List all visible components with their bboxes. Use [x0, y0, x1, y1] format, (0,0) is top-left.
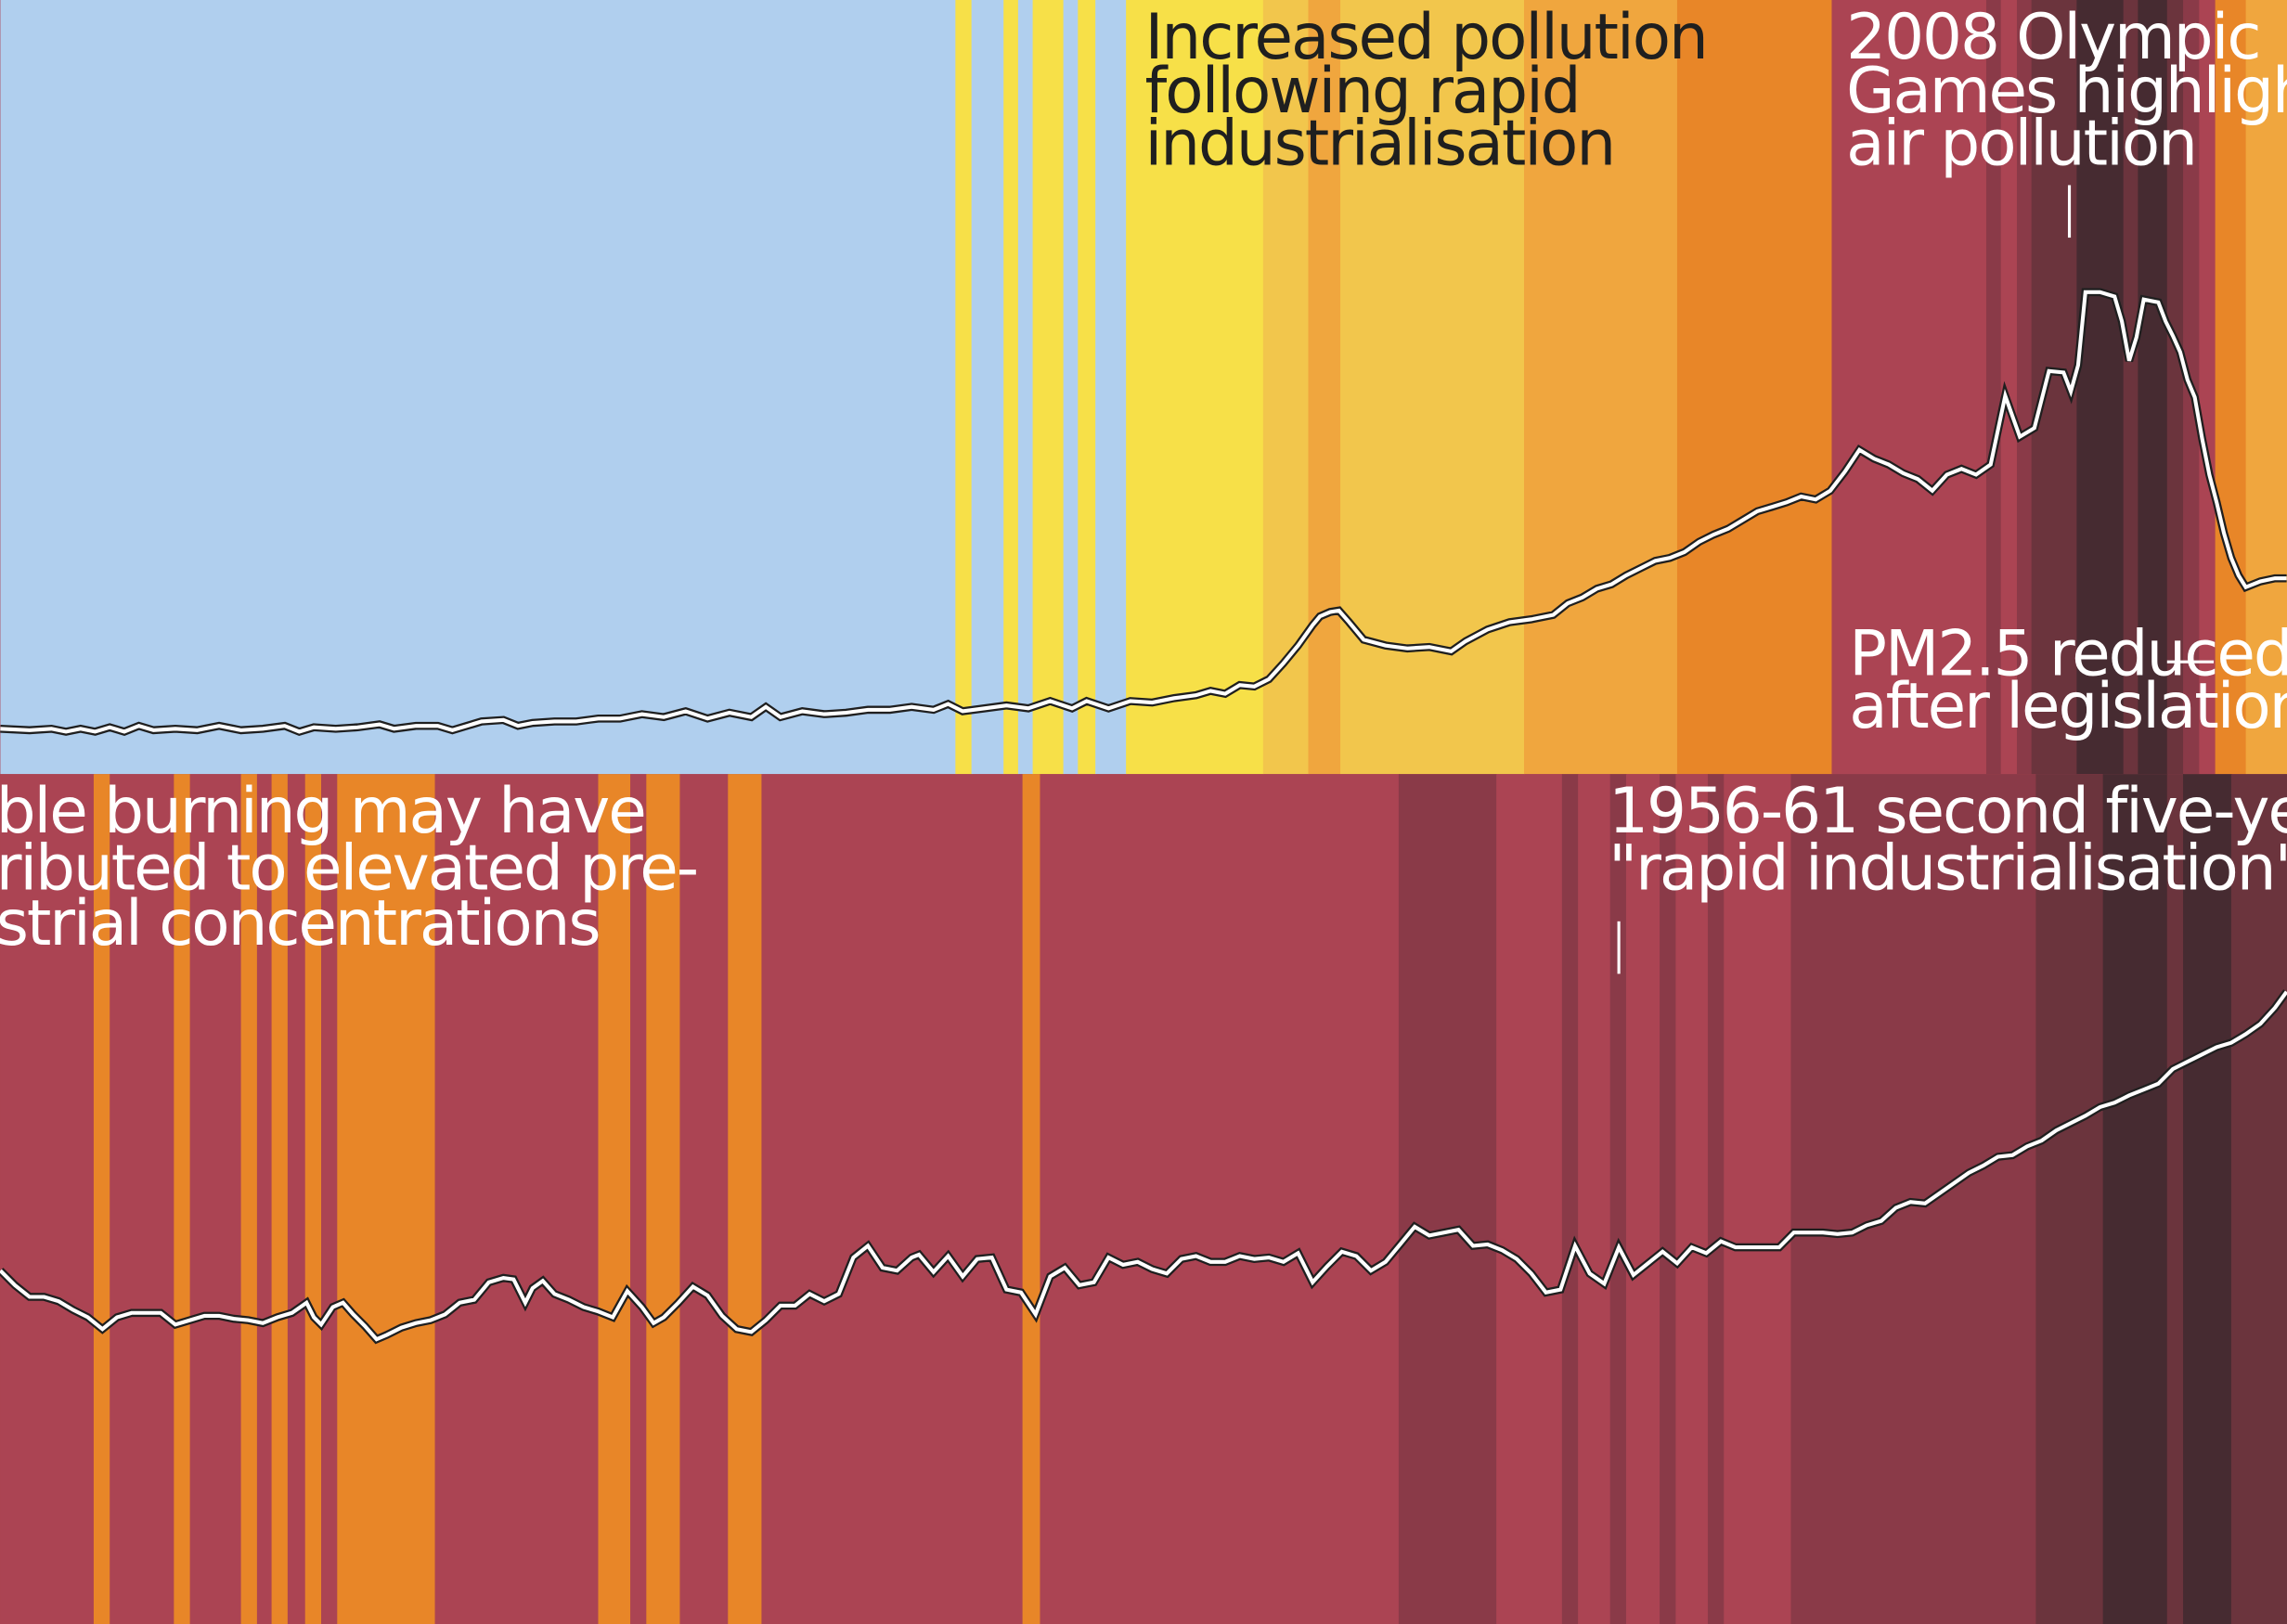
annotation-line: after legislation: [1849, 669, 2287, 742]
color-stripe: [174, 774, 191, 1624]
color-stripe: [1660, 774, 1677, 1624]
color-stripe: [321, 774, 339, 1624]
annotation-olympics: 2008 Olympic Games highlights air pollut…: [1846, 0, 2287, 180]
annotation-line: 1956-61 second five-year: [1609, 774, 2287, 847]
color-stripe: [761, 774, 1024, 1624]
color-stripe: [2166, 0, 2185, 775]
annotation-line: 2008 Olympic: [1846, 0, 2259, 73]
color-stripe: [1831, 0, 1987, 775]
annotation-line: Games highlights: [1846, 54, 2287, 127]
color-stripe: [1985, 0, 2002, 775]
annotations-bottom: ble burning may have ributed to elevated…: [0, 774, 2287, 974]
color-stripe: [1724, 774, 1792, 1624]
stripes-bottom: [0, 774, 2287, 1624]
color-stripe: [0, 0, 957, 775]
annotation-line: ble burning may have: [0, 774, 645, 847]
line-bottom: [0, 989, 2287, 1345]
annotation-line: following rapid: [1145, 54, 1580, 127]
color-stripe: [240, 774, 258, 1624]
color-stripe: [1578, 774, 1611, 1624]
color-stripe: [2102, 774, 2168, 1624]
color-stripe: [1496, 774, 1563, 1624]
color-stripe: [2138, 0, 2168, 775]
color-stripe: [110, 774, 175, 1624]
annotation-burning: ble burning may have ributed to elevated…: [0, 774, 716, 960]
annotation-line: ributed to elevated pre-: [0, 831, 697, 904]
annotation-line: industrialisation: [1145, 107, 1615, 180]
color-stripe: [287, 774, 306, 1624]
color-stripe: [2000, 0, 2018, 775]
color-stripe: [1040, 774, 1400, 1624]
color-stripe: [1017, 0, 1034, 775]
color-stripe: [93, 774, 111, 1624]
color-stripe: [1308, 0, 1342, 775]
annotation-industrialisation: Increased pollution following rapid indu…: [1145, 0, 1725, 180]
color-stripe: [1095, 0, 1128, 775]
color-stripe: [189, 774, 242, 1624]
color-stripe: [971, 0, 1005, 775]
color-stripe: [1063, 0, 1079, 775]
color-stripe: [679, 774, 730, 1624]
color-stripe: [337, 774, 436, 1624]
annotation-line: Increased pollution: [1145, 0, 1707, 73]
series-line: [0, 990, 2287, 1342]
panel-top: Increased pollution following rapid indu…: [0, 0, 2287, 775]
color-stripe: [271, 774, 289, 1624]
annotation-line: strial concentrations: [0, 886, 600, 960]
series-line: [0, 290, 2287, 734]
annotation-line: PM2.5 reduced: [1849, 616, 2287, 690]
color-stripe: [434, 774, 600, 1624]
line-top: [0, 288, 2287, 737]
color-stripe: [1675, 774, 1709, 1624]
color-stripe: [1676, 0, 1833, 775]
color-stripe: [2076, 0, 2125, 775]
color-stripe: [1078, 0, 1097, 775]
annotation-line: air pollution: [1846, 107, 2196, 180]
color-stripe: [2123, 0, 2139, 775]
color-stripe: [2245, 0, 2287, 775]
color-stripe: [2230, 774, 2287, 1624]
color-stripe: [1707, 774, 1725, 1624]
color-stripe: [2035, 774, 2104, 1624]
color-stripe: [0, 774, 95, 1624]
color-stripe: [728, 774, 763, 1624]
annotation-legislation: PM2.5 reduced after legislation: [1849, 616, 2287, 742]
color-stripe: [304, 774, 322, 1624]
color-stripe: [955, 0, 973, 775]
color-stripe: [2166, 774, 2185, 1624]
color-stripe: [1524, 0, 1678, 775]
color-stripe: [2215, 0, 2247, 775]
annotation-five-year-plan: 1956-61 second five-year "rapid industri…: [1609, 774, 2287, 904]
panel-bottom: ble burning may have ributed to elevated…: [0, 774, 2287, 1624]
color-stripe: [1003, 0, 1019, 775]
color-stripe: [630, 774, 648, 1624]
color-stripe: [1126, 0, 1264, 775]
color-stripe: [256, 774, 273, 1624]
color-stripe: [2016, 0, 2033, 775]
annotations-top: Increased pollution following rapid indu…: [1145, 0, 2287, 742]
stripes-top: [0, 0, 2287, 775]
color-stripe: [1561, 774, 1580, 1624]
color-stripe: [598, 774, 631, 1624]
color-stripe: [1022, 774, 1041, 1624]
annotation-line: "rapid industrialisation" plan: [1609, 831, 2287, 904]
color-stripe: [1609, 774, 1627, 1624]
color-stripe: [646, 774, 681, 1624]
color-stripe: [1032, 0, 1065, 775]
color-stripe: [2183, 774, 2232, 1624]
color-stripe: [1625, 774, 1661, 1624]
color-stripe: [2199, 0, 2216, 775]
color-stripe: [1398, 774, 1498, 1624]
